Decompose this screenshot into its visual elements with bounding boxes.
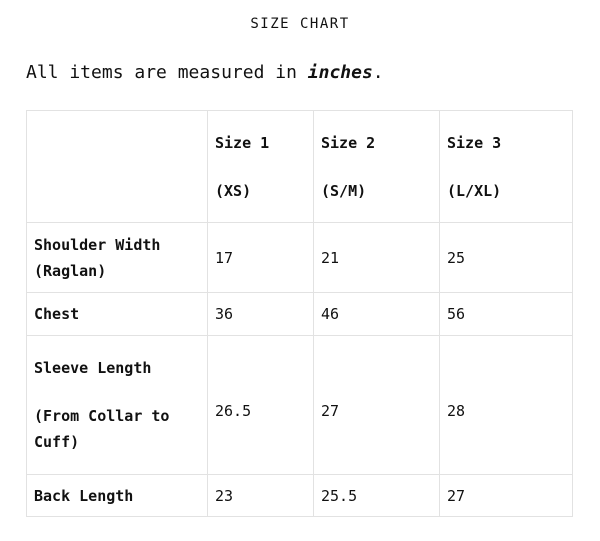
cell-value: 17 bbox=[207, 222, 314, 293]
row-label: Shoulder Width (Raglan) bbox=[26, 222, 208, 293]
cell-value: 25.5 bbox=[313, 474, 440, 517]
cell-value: 56 bbox=[439, 292, 573, 336]
table-row: Shoulder Width (Raglan) 17 21 25 bbox=[26, 222, 573, 293]
size-chart-table: Size 1 (XS) Size 2 (S/M) Size 3 (L/XL) Shou… bbox=[26, 110, 573, 517]
header-row: Size 1 (XS) Size 2 (S/M) Size 3 (L/XL) bbox=[26, 110, 573, 223]
header-size-3: Size 3 (L/XL) bbox=[439, 110, 573, 223]
cell-value: 23 bbox=[207, 474, 314, 517]
row-label: Chest bbox=[26, 292, 208, 336]
unit-label: inches bbox=[307, 62, 373, 83]
empty-corner-cell bbox=[26, 110, 208, 223]
row-label: Sleeve Length (From Collar to Cuff) bbox=[26, 335, 208, 475]
cell-value: 21 bbox=[313, 222, 440, 293]
intro-text: All items are measured in inches. bbox=[26, 62, 384, 83]
table-row: Sleeve Length (From Collar to Cuff) 26.5 … bbox=[26, 335, 573, 475]
cell-value: 25 bbox=[439, 222, 573, 293]
row-label: Back Length bbox=[26, 474, 208, 517]
cell-value: 26.5 bbox=[207, 335, 314, 475]
row-note: (From Collar to Cuff) bbox=[34, 407, 170, 451]
cell-value: 46 bbox=[313, 292, 440, 336]
cell-value: 27 bbox=[313, 335, 440, 475]
cell-value: 27 bbox=[439, 474, 573, 517]
cell-value: 28 bbox=[439, 335, 573, 475]
table-row: Back Length 23 25.5 27 bbox=[26, 474, 573, 517]
page-title: SIZE CHART bbox=[250, 16, 350, 32]
table-row: Chest 36 46 56 bbox=[26, 292, 573, 336]
header-size-2: Size 2 (S/M) bbox=[313, 110, 440, 223]
header-size-1: Size 1 (XS) bbox=[207, 110, 314, 223]
cell-value: 36 bbox=[207, 292, 314, 336]
